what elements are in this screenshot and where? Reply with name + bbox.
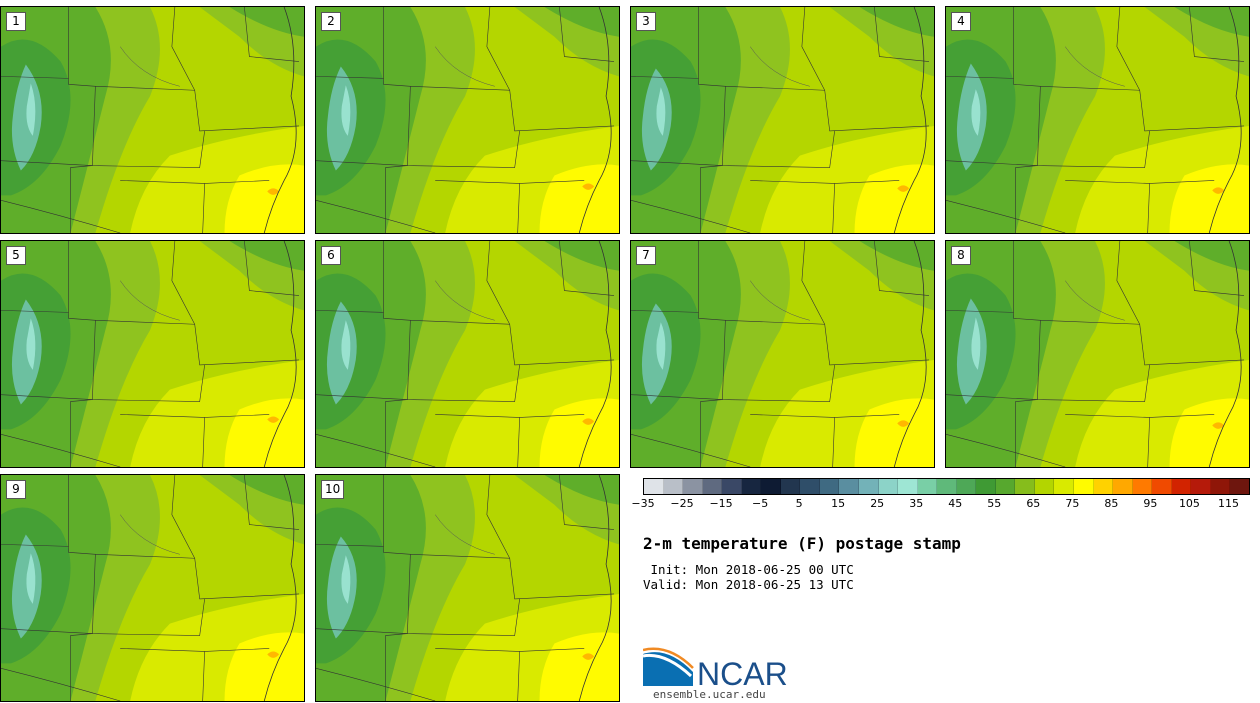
colorbar-tick-label: 75 (1065, 497, 1080, 510)
colorbar-swatch (1191, 479, 1211, 494)
temperature-map (316, 241, 619, 467)
colorbar-swatch (741, 479, 762, 494)
colorbar-tick-label: 15 (831, 497, 846, 510)
map-panel-10: 10 (315, 474, 620, 702)
colorbar-swatch (1093, 479, 1114, 494)
colorbar-swatch (1132, 479, 1153, 494)
temperature-map (946, 241, 1249, 467)
colorbar-swatch (663, 479, 684, 494)
map-panel-4: 4 (945, 6, 1250, 234)
colorbar-tick-label: 35 (909, 497, 924, 510)
colorbar-swatch (702, 479, 723, 494)
colorbar-swatch (1210, 479, 1231, 494)
colorbar-tick-label: −5 (751, 497, 769, 510)
colorbar-tick-label: 115 (1217, 497, 1239, 510)
colorbar-tick-label: 85 (1104, 497, 1119, 510)
colorbar-swatch (1152, 479, 1172, 494)
map-panel-1: 1 (0, 6, 305, 234)
colorbar-swatch (995, 479, 1016, 494)
temperature-map (631, 241, 934, 467)
map-panel-9: 9 (0, 474, 305, 702)
colorbar-swatch (937, 479, 957, 494)
panel-label: 1 (6, 12, 26, 31)
colorbar-swatch (1074, 479, 1094, 494)
panel-label: 2 (321, 12, 341, 31)
colorbar-swatch (1113, 479, 1133, 494)
colorbar-swatch (898, 479, 918, 494)
colorbar-swatch (1034, 479, 1055, 494)
colorbar-swatch (800, 479, 820, 494)
colorbar-tick-label: 95 (1143, 497, 1158, 510)
panel-label: 6 (321, 246, 341, 265)
valid-time: Valid: Mon 2018-06-25 13 UTC (643, 577, 854, 592)
colorbar-swatch (722, 479, 742, 494)
colorbar-swatch (859, 479, 879, 494)
colorbar-swatch (1171, 479, 1192, 494)
temperature-map (1, 7, 304, 233)
colorbar (643, 478, 1250, 495)
colorbar-tick-label: 5 (795, 497, 803, 510)
colorbar-swatch (644, 479, 664, 494)
panel-label: 9 (6, 480, 26, 499)
temperature-map (1, 475, 304, 701)
colorbar-tick-label: 105 (1178, 497, 1200, 510)
colorbar-swatch (1015, 479, 1035, 494)
colorbar-tick-label: −35 (631, 497, 655, 510)
temperature-map (946, 7, 1249, 233)
colorbar-swatch (976, 479, 996, 494)
map-panel-5: 5 (0, 240, 305, 468)
colorbar-swatch (761, 479, 781, 494)
ncar-logo: NCAR (643, 647, 788, 691)
colorbar-tick-label: −15 (709, 497, 733, 510)
map-panel-7: 7 (630, 240, 935, 468)
colorbar-swatch (1230, 479, 1249, 494)
colorbar-swatch (683, 479, 703, 494)
panel-label: 7 (636, 246, 656, 265)
logo-url: ensemble.ucar.edu (653, 688, 766, 701)
colorbar-tick-label: 65 (1026, 497, 1041, 510)
temperature-map (631, 7, 934, 233)
map-panel-8: 8 (945, 240, 1250, 468)
logo-text: NCAR (697, 656, 788, 691)
temperature-map (316, 475, 619, 701)
colorbar-swatch (917, 479, 938, 494)
map-panel-6: 6 (315, 240, 620, 468)
colorbar-swatch (780, 479, 801, 494)
colorbar-swatch (878, 479, 899, 494)
colorbar-swatch (956, 479, 977, 494)
temperature-map (316, 7, 619, 233)
panel-label: 4 (951, 12, 971, 31)
colorbar-tick-label: 25 (870, 497, 885, 510)
colorbar-tick-label: 55 (987, 497, 1002, 510)
panel-label: 3 (636, 12, 656, 31)
colorbar-swatch (839, 479, 860, 494)
plot-title: 2-m temperature (F) postage stamp (643, 534, 961, 553)
colorbar-tick-label: 45 (948, 497, 963, 510)
colorbar-tick-label: −25 (670, 497, 694, 510)
map-panel-3: 3 (630, 6, 935, 234)
panel-label: 8 (951, 246, 971, 265)
colorbar-swatch (1054, 479, 1075, 494)
init-time: Init: Mon 2018-06-25 00 UTC (643, 562, 854, 577)
panel-label: 5 (6, 246, 26, 265)
map-panel-2: 2 (315, 6, 620, 234)
colorbar-ticks: −35 −25 −15 −5 5 15 25 35 45 55 65 75 85 95 105 115 (631, 497, 1248, 513)
temperature-map (1, 241, 304, 467)
colorbar-swatch (819, 479, 840, 494)
panel-label: 10 (321, 480, 345, 499)
